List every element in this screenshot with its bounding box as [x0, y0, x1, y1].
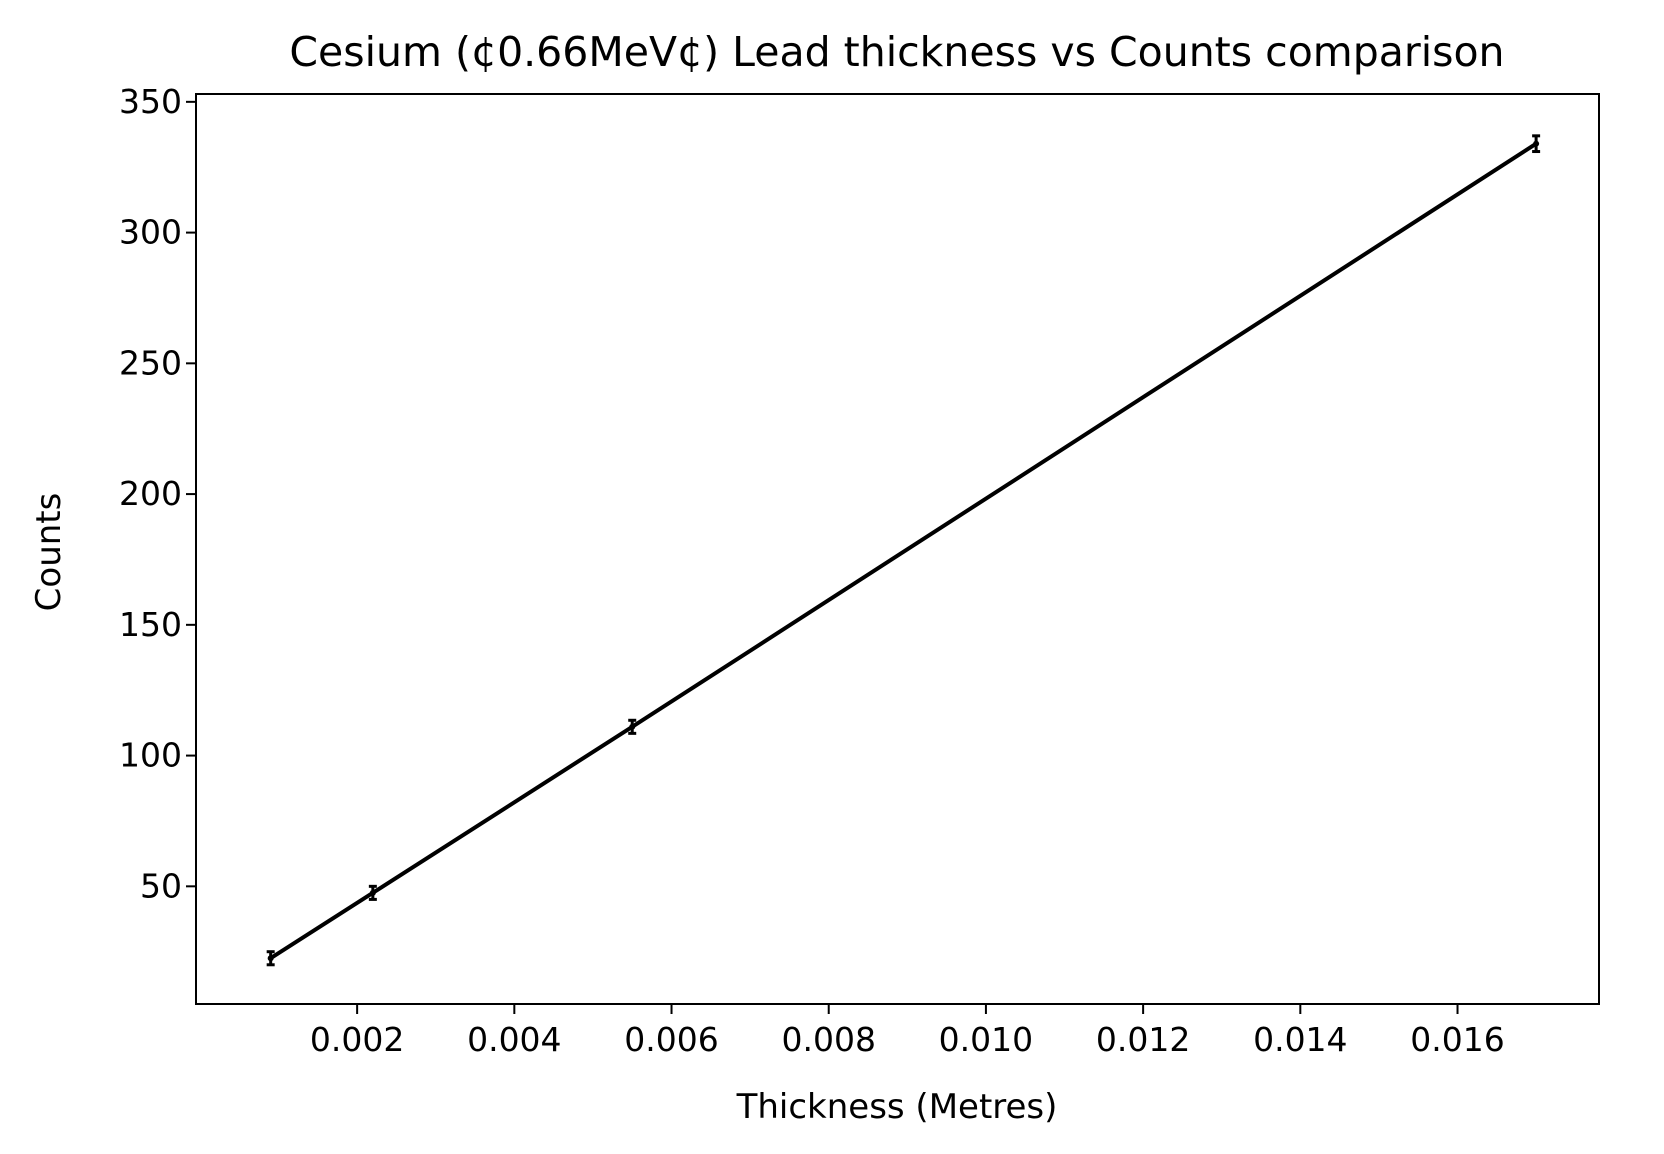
chart-title: Cesium (¢0.66MeV¢) Lead thickness vs Cou…	[289, 28, 1504, 76]
y-axis-ticks: 50 100 150 200 250 300 350	[119, 82, 196, 905]
x-tick-label: 0.010	[939, 1020, 1033, 1059]
x-axis-label: Thickness (Metres)	[736, 1087, 1058, 1127]
y-tick-label: 300	[119, 213, 182, 252]
series-layer	[266, 134, 1541, 967]
y-tick-label: 350	[119, 82, 182, 121]
x-axis-ticks: 0.002 0.004 0.006 0.008 0.010 0.012 0.014 0.016	[310, 1004, 1505, 1059]
x-tick-label: 0.012	[1096, 1020, 1190, 1059]
y-tick-label: 250	[119, 343, 182, 382]
y-tick-label: 50	[140, 866, 182, 905]
y-axis-label: Counts	[29, 493, 69, 612]
y-tick-label: 150	[119, 605, 182, 644]
series-0-line	[268, 141, 1539, 961]
x-tick-label: 0.014	[1253, 1020, 1347, 1059]
x-tick-label: 0.006	[624, 1020, 718, 1059]
series-0-point	[1533, 140, 1540, 147]
x-tick-label: 0.008	[781, 1020, 875, 1059]
plot-area-frame	[195, 93, 1600, 1005]
x-tick-label: 0.004	[467, 1020, 561, 1059]
series-0-point	[369, 889, 376, 896]
y-tick-label: 100	[119, 736, 182, 775]
y-tick-label: 200	[119, 474, 182, 513]
x-tick-label: 0.016	[1410, 1020, 1504, 1059]
series-0-point	[267, 955, 274, 962]
series-0-point	[629, 723, 636, 730]
x-tick-label: 0.002	[310, 1020, 404, 1059]
